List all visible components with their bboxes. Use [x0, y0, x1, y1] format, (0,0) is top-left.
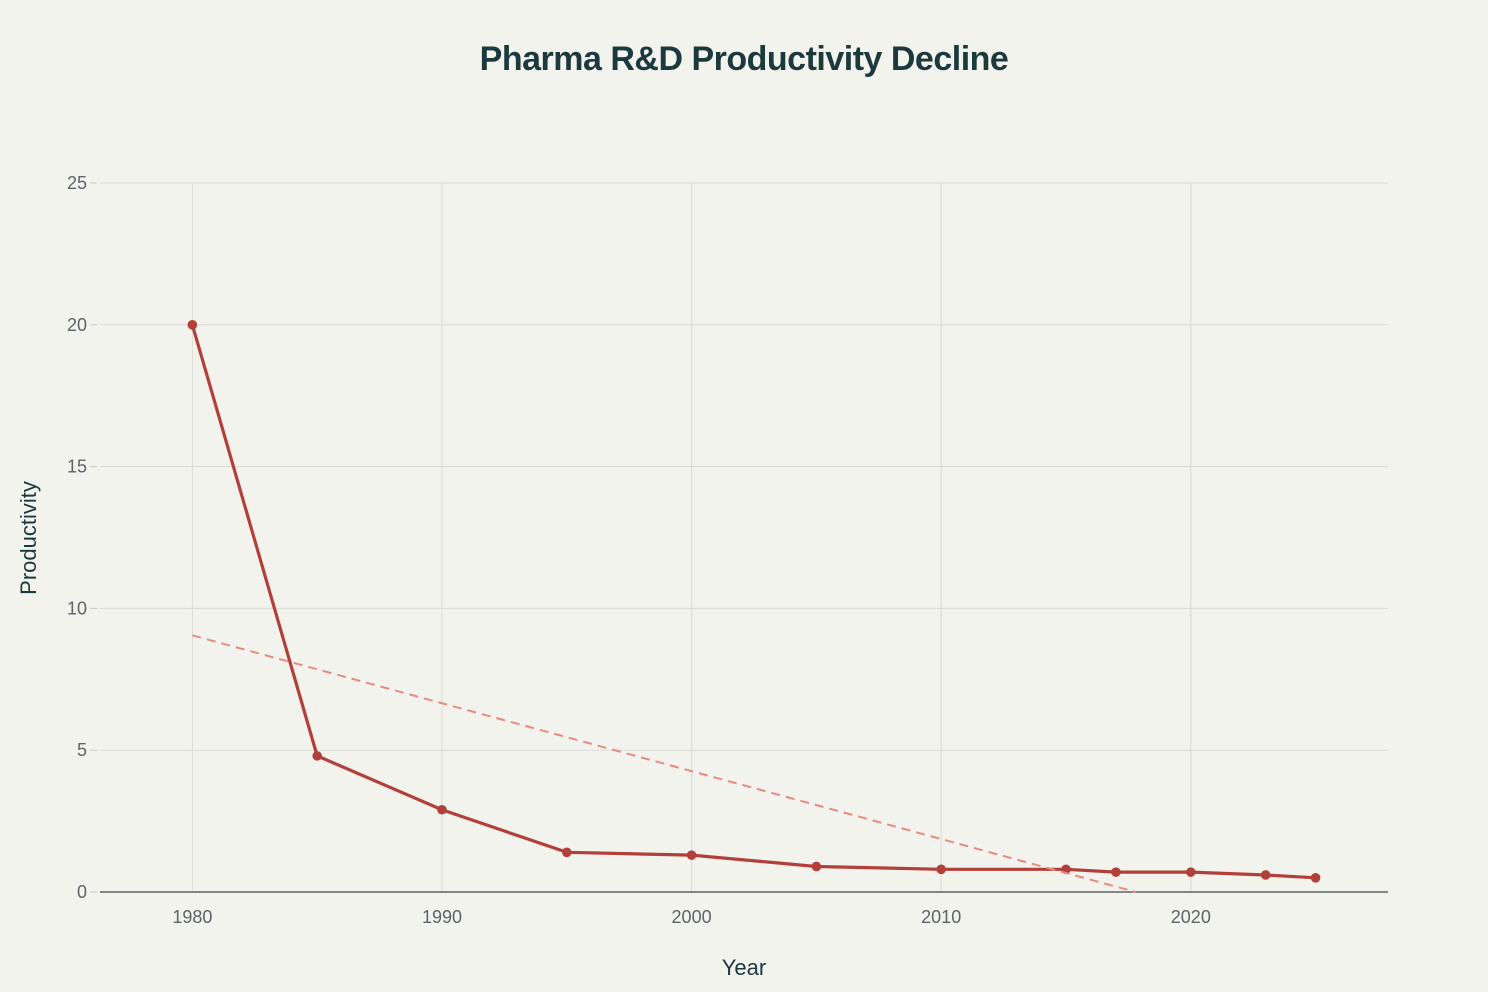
data-point[interactable] — [936, 864, 946, 875]
data-point[interactable] — [187, 320, 198, 330]
axis-layer: 0 5 10 15 20 25 1980 1990 2000 2010 2020 — [67, 173, 1388, 927]
data-point[interactable] — [437, 804, 447, 815]
series-layer — [187, 320, 1321, 893]
data-point[interactable] — [686, 850, 697, 860]
x-tick-label: 2000 — [672, 907, 712, 927]
data-point[interactable] — [1260, 870, 1271, 880]
data-point[interactable] — [561, 847, 572, 858]
productivity-line — [190, 324, 1316, 880]
x-tick-label: 1980 — [172, 907, 212, 927]
chart-title: Pharma R&D Productivity Decline — [479, 40, 1009, 78]
y-tick-label: 10 — [67, 598, 87, 618]
y-axis-title: Productivity — [16, 481, 41, 595]
y-tick-label: 20 — [67, 315, 87, 335]
data-point[interactable] — [312, 751, 322, 761]
y-tick-label: 25 — [67, 173, 87, 193]
data-point[interactable] — [1111, 867, 1121, 877]
y-tick-label: 15 — [67, 457, 87, 477]
x-tick-label: 2010 — [921, 907, 961, 927]
data-point[interactable] — [1310, 873, 1321, 883]
y-tick-label: 5 — [77, 740, 87, 760]
x-tick-label: 2020 — [1171, 907, 1211, 927]
x-axis-title: Year — [722, 955, 766, 980]
data-point[interactable] — [1186, 867, 1196, 877]
x-tick-label: 1990 — [422, 907, 462, 927]
trend-line — [192, 634, 1137, 893]
data-point[interactable] — [811, 861, 822, 872]
y-tick-label: 0 — [77, 882, 87, 902]
